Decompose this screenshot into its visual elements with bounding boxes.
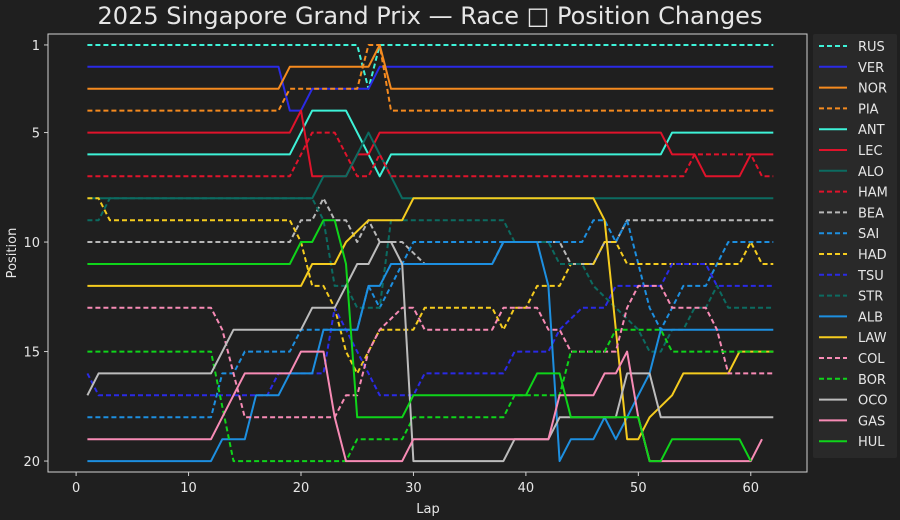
y-tick-label: 20 [23,455,40,470]
legend-label-ham: HAM [858,186,888,201]
y-tick-label: 5 [32,127,40,142]
x-tick-label: 20 [293,481,310,496]
legend-label-ver: VER [858,61,884,76]
x-tick-label: 40 [518,481,535,496]
series-line-alb [87,241,774,463]
chart-title: 2025 Singapore Grand Prix — Race □ Posit… [98,2,763,30]
legend-label-alb: ALB [858,310,883,325]
series-line-lec [87,109,774,178]
x-tick-label: 0 [72,481,80,496]
y-tick-label: 10 [23,236,40,251]
x-axis-label: Lap [416,502,439,517]
series-line-str [87,197,774,353]
series-line-sai [87,219,774,419]
series-line-nor [87,44,774,90]
legend-label-hul: HUL [858,435,885,450]
legend-label-nor: NOR [858,82,887,97]
legend-label-lec: LEC [858,144,883,159]
series-line-hul [87,219,752,463]
series-line-gas [87,350,763,463]
series-layer [86,44,774,463]
legend-label-bor: BOR [858,373,886,388]
x-tick-label: 60 [743,481,760,496]
legend-label-ant: ANT [858,123,885,138]
legend-label-pia: PIA [858,102,879,117]
x-tick-label: 10 [180,481,197,496]
legend-box [813,34,897,458]
series-line-bea [87,197,774,265]
series-line-ham [87,131,774,178]
x-tick-label: 30 [405,481,422,496]
y-tick-label: 15 [23,346,40,361]
series-line-law [87,197,774,441]
legend-label-tsu: TSU [857,269,884,284]
series-line-had [87,197,774,375]
legend-label-str: STR [858,290,883,305]
legend-label-rus: RUS [858,40,885,55]
legend: RUS VER NOR PIA ANT LEC ALO HAM BEA SAI HAD TSU STR A… [813,34,897,458]
y-axis-label: Position [5,228,20,279]
series-line-bor [87,328,774,463]
series-line-col [87,284,774,419]
series-line-alo [87,131,774,200]
series-line-ver [87,65,774,112]
series-line-pia [87,44,774,112]
legend-label-oco: OCO [858,394,888,409]
legend-label-gas: GAS [858,414,885,429]
y-tick-label: 1 [32,39,40,54]
x-tick-label: 50 [630,481,647,496]
legend-label-col: COL [858,352,885,367]
legend-label-bea: BEA [858,206,884,221]
legend-label-law: LAW [858,331,887,346]
plot-frame [47,33,808,473]
legend-label-had: HAD [858,248,887,263]
legend-label-sai: SAI [858,227,879,242]
legend-label-alo: ALO [858,165,884,180]
